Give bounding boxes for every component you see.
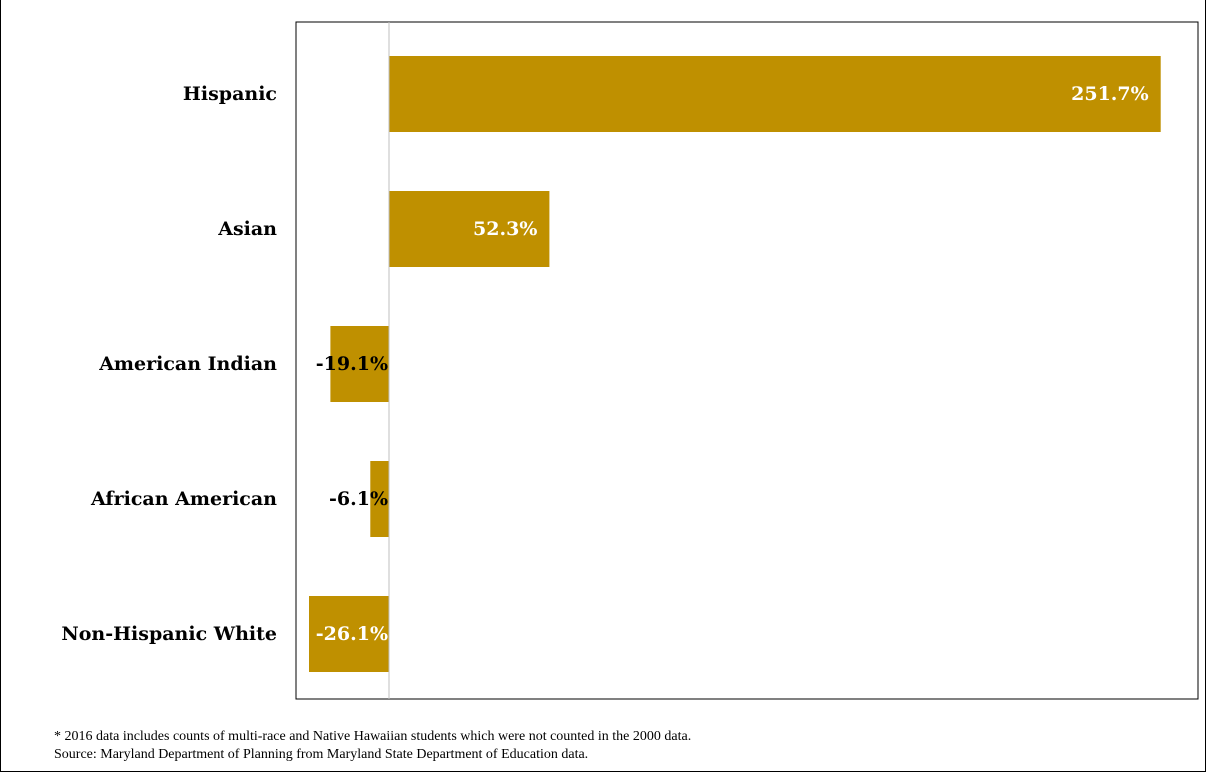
category-label-asian: Asian: [217, 218, 277, 240]
category-label-american-indian: American Indian: [98, 353, 277, 375]
value-label-asian: 52.3%: [473, 218, 537, 240]
category-label-african-american: African American: [90, 488, 277, 510]
value-label-non-hispanic-white: -26.1%: [316, 623, 388, 645]
footnote-source: Source: Maryland Department of Planning …: [54, 746, 691, 764]
category-label-non-hispanic-white: Non-Hispanic White: [61, 623, 277, 645]
value-label-hispanic: 251.7%: [1071, 83, 1149, 105]
bars-layer: [309, 56, 1161, 672]
footnote-note: * 2016 data includes counts of multi-rac…: [54, 728, 691, 746]
footnote: * 2016 data includes counts of multi-rac…: [54, 728, 691, 764]
category-label-hispanic: Hispanic: [183, 83, 277, 105]
value-label-african-american: -6.1%: [329, 488, 388, 510]
bar-hispanic: [389, 56, 1161, 132]
value-label-american-indian: -19.1%: [316, 353, 388, 375]
labels-layer: Hispanic 251.7% Asian 52.3% American Indian -…: [61, 83, 1148, 645]
